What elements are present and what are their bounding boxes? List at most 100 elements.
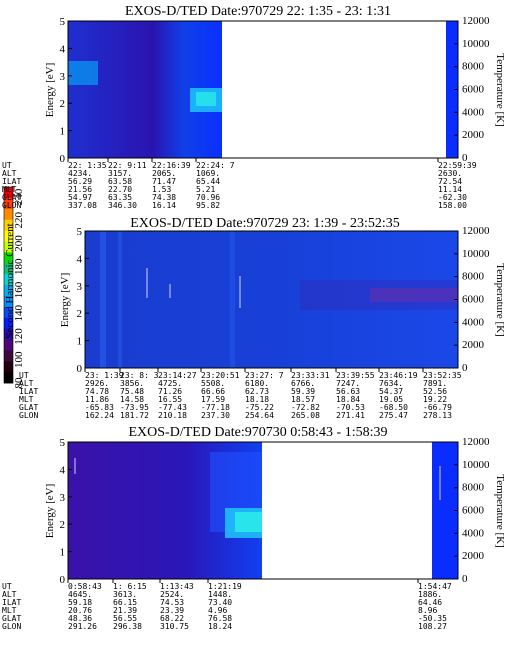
- orbit-cell: 8.96: [418, 606, 437, 615]
- orbit-cell: 22.70: [108, 185, 132, 194]
- orbit-row-label: GLAT: [2, 193, 21, 202]
- orbit-cell: 11.14: [438, 185, 462, 194]
- orbit-cell: 3613.: [113, 590, 137, 599]
- panel-2-y2label: Temperature [K]: [494, 263, 505, 336]
- colorbar-frame: [3, 186, 14, 384]
- orbit-cell: 21.56: [68, 185, 92, 194]
- y-tick-label: 4: [60, 43, 66, 55]
- y2-tick-label: 4000: [462, 527, 485, 539]
- colorbar-block: [4, 295, 13, 308]
- orbit-row-label: ALT: [2, 169, 17, 178]
- y2-tick-label: 6000: [462, 84, 485, 96]
- y-tick-label: 0: [60, 574, 66, 586]
- orbit-cell: 23:46:19: [379, 371, 418, 380]
- panel-2-plot-bg: [85, 231, 458, 368]
- colorbar-block: [4, 219, 13, 231]
- orbit-cell: 19.22: [423, 395, 447, 404]
- orbit-cell: 18.57: [291, 395, 315, 404]
- colorbar-block: [4, 241, 13, 253]
- orbit-cell: 0:58:43: [68, 582, 102, 591]
- colorbar-block: [4, 328, 13, 340]
- orbit-row-label: MLT: [2, 185, 17, 194]
- orbit-cell: 7247.: [336, 379, 360, 388]
- y2-tick-label: 4000: [462, 316, 485, 328]
- colorbar-tick-label: 200: [13, 235, 25, 252]
- y2-tick-label: 6000: [462, 294, 485, 306]
- orbit-cell: 52.56: [423, 387, 447, 396]
- y-tick-label: 0: [60, 153, 66, 165]
- y2-tick-label: 0: [462, 573, 468, 585]
- panel-1-hot-band-core: [196, 92, 216, 106]
- orbit-cell: 74.38: [152, 193, 176, 202]
- orbit-cell: -65.83: [85, 403, 114, 412]
- orbit-cell: 48.36: [68, 614, 92, 623]
- orbit-cell: 2630.: [438, 169, 462, 178]
- orbit-cell: 278.13: [423, 411, 452, 420]
- orbit-cell: 17.59: [201, 395, 225, 404]
- orbit-cell: 54.37: [379, 387, 403, 396]
- orbit-cell: 63.58: [108, 177, 132, 186]
- orbit-cell: 3856.: [120, 379, 144, 388]
- orbit-cell: 4645.: [68, 590, 92, 599]
- colorbar-tick-label: 80: [13, 377, 25, 389]
- colorbar-block: [4, 285, 13, 297]
- y-tick-label: 3: [60, 492, 66, 504]
- y-tick-label: 3: [77, 281, 83, 293]
- orbit-cell: 291.26: [68, 622, 97, 631]
- colorbar-block: [4, 361, 13, 373]
- y2-tick-label: 8000: [462, 61, 485, 73]
- orbit-cell: -75.22: [245, 403, 274, 412]
- y2-tick-label: 0: [462, 362, 468, 374]
- y-tick-label: 5: [77, 226, 83, 238]
- orbit-cell: 22:16:39: [152, 161, 191, 170]
- orbit-row-label: ALT: [19, 379, 34, 388]
- orbit-cell: 22:24: 7: [196, 161, 235, 170]
- y2-tick-label: 2000: [462, 129, 485, 141]
- panel-2-streak-c: [230, 231, 235, 368]
- y2-tick-label: 10000: [462, 38, 490, 50]
- panel-3-y2label: Temperature [K]: [494, 474, 505, 547]
- orbit-row-label: ILAT: [2, 177, 21, 186]
- colorbar-tick-label: 240: [13, 188, 25, 205]
- orbit-cell: 18.18: [245, 395, 269, 404]
- orbit-cell: 18.24: [208, 622, 232, 631]
- orbit-cell: 7891.: [423, 379, 447, 388]
- panel-2-streak-a: [100, 231, 106, 368]
- panel-1-y2label: Temperature [K]: [494, 53, 505, 126]
- colorbar: Second Harmonic Current 240 220 200 180 160 1…: [3, 186, 25, 389]
- orbit-cell: 72.54: [438, 177, 462, 186]
- panel-1-yticks: 0 1 2 3 4 5: [60, 16, 72, 165]
- y-tick-label: 2: [77, 308, 83, 320]
- orbit-cell: 2926.: [85, 379, 109, 388]
- orbit-cell: 2524.: [160, 590, 184, 599]
- orbit-cell: 6180.: [245, 379, 269, 388]
- colorbar-block: [4, 317, 13, 329]
- orbit-cell: -77.43: [158, 403, 187, 412]
- y-tick-label: 1: [60, 126, 66, 138]
- y2-tick-label: 4000: [462, 106, 485, 118]
- orbit-cell: -68.50: [379, 403, 408, 412]
- orbit-cell: -50.35: [418, 614, 447, 623]
- orbit-cell: 11.86: [85, 395, 109, 404]
- colorbar-blocks: [3, 186, 14, 384]
- y2-tick-label: 8000: [462, 482, 485, 494]
- panel-3-y2ticks: 0 2000 4000 6000 8000 10000 12000: [454, 436, 490, 585]
- orbit-row-label: UT: [2, 582, 12, 591]
- panel-2-title: EXOS-D/TED Date:970729 23: 1:39 - 23:52:…: [130, 216, 399, 231]
- y2-tick-label: 0: [462, 152, 468, 164]
- colorbar-block: [4, 187, 13, 199]
- orbit-row-label: MLT: [19, 395, 34, 404]
- orbit-cell: 22: 9:11: [108, 161, 147, 170]
- orbit-cell: 59.39: [291, 387, 315, 396]
- orbit-cell: 74.78: [85, 387, 109, 396]
- orbit-cell: -70.53: [336, 403, 365, 412]
- orbit-cell: 74.53: [160, 598, 184, 607]
- orbit-cell: 22: 1:35: [68, 161, 107, 170]
- y-tick-label: 0: [77, 363, 83, 375]
- y2-tick-label: 8000: [462, 271, 485, 283]
- orbit-row-label: GLAT: [19, 403, 38, 412]
- orbit-cell: 265.08: [291, 411, 320, 420]
- colorbar-block: [4, 263, 13, 275]
- orbit-cell: 22:59:39: [438, 161, 477, 170]
